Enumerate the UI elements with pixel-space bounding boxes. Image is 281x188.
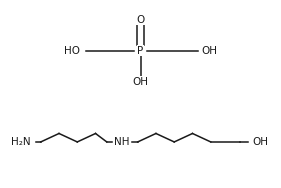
Text: O: O	[136, 15, 145, 25]
Text: H₂N: H₂N	[11, 137, 31, 147]
Text: P: P	[137, 46, 144, 56]
Text: OH: OH	[133, 77, 148, 87]
Text: OH: OH	[252, 137, 268, 147]
Text: NH: NH	[114, 137, 130, 147]
Text: HO: HO	[64, 46, 80, 56]
Text: OH: OH	[201, 46, 217, 56]
